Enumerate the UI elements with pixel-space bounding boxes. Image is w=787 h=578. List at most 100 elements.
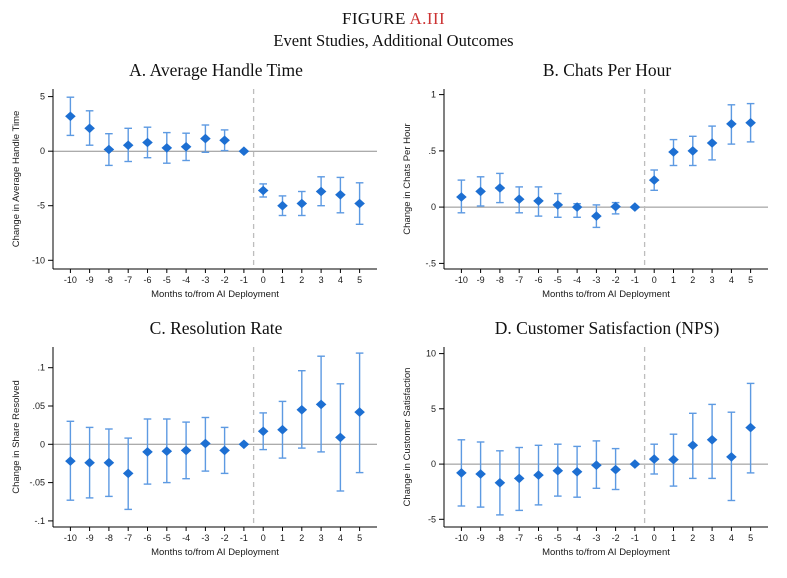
x-axis-title: Months to/from AI Deployment bbox=[542, 547, 670, 558]
panels-grid: A. Average Handle Time 5 0 -5 -10 -10 -9 -8 -7-… bbox=[3, 53, 785, 569]
x-tick-label: 4 bbox=[729, 275, 734, 285]
estimate-diamond bbox=[745, 118, 756, 128]
x-tick-label: 3 bbox=[710, 275, 715, 285]
estimate-diamond bbox=[494, 478, 506, 488]
estimate-diamond bbox=[180, 142, 192, 152]
x-tick-label: -8 bbox=[496, 533, 504, 543]
x-tick-label: -9 bbox=[86, 533, 94, 543]
x-tick-label: -6 bbox=[534, 533, 542, 543]
estimate-diamond bbox=[122, 140, 134, 150]
x-tick-label: -1 bbox=[631, 533, 639, 543]
estimate-diamond bbox=[591, 460, 602, 470]
x-tick-label: -2 bbox=[221, 533, 229, 543]
estimate-diamond bbox=[629, 202, 641, 212]
x-tick-label: -10 bbox=[455, 533, 468, 543]
panel-c-chart: .1.050-.05-.1-10 -9 -8 -7 -6 -5 -4 -3 -2 -1 0 1 2 3 4 5… bbox=[11, 347, 377, 558]
x-tick-label: -7 bbox=[515, 275, 523, 285]
estimate-diamond bbox=[629, 459, 641, 469]
estimate-diamond bbox=[238, 146, 250, 156]
x-tick-label: -9 bbox=[477, 533, 485, 543]
estimate-diamond bbox=[571, 202, 583, 212]
estimate-diamond bbox=[103, 144, 115, 155]
estimate-diamond bbox=[219, 445, 230, 456]
x-tick-label: -2 bbox=[612, 275, 620, 285]
x-tick-label: 3 bbox=[710, 533, 715, 543]
estimate-diamond bbox=[475, 469, 486, 479]
panel-d: D. Customer Satisfaction (NPS) 10 5 0 -5 -10… bbox=[394, 311, 785, 569]
panel-b-chart: 1.50-.5-10 -9 -8 -7 -6 -5 -4 -3 -2 -1 0 1 2 3 4 5Months… bbox=[402, 89, 768, 300]
estimate-diamond bbox=[706, 138, 718, 148]
x-tick-label: -5 bbox=[554, 533, 562, 543]
x-tick-label: -4 bbox=[182, 275, 190, 285]
estimate-diamond bbox=[296, 198, 308, 209]
panel-a: A. Average Handle Time 5 0 -5 -10 -10 -9 -8 -7-… bbox=[3, 53, 394, 311]
estimate-diamond bbox=[456, 192, 467, 202]
y-tick-label: 0 bbox=[431, 202, 436, 212]
x-tick-label: -3 bbox=[592, 275, 600, 285]
x-tick-label: -1 bbox=[240, 275, 248, 285]
x-tick-label: 0 bbox=[652, 275, 657, 285]
estimate-diamond bbox=[648, 454, 660, 464]
estimate-diamond bbox=[180, 445, 192, 456]
x-axis-title: Months to/from AI Deployment bbox=[151, 289, 279, 300]
x-axis-title: Months to/from AI Deployment bbox=[542, 289, 670, 300]
estimate-diamond bbox=[277, 200, 288, 211]
x-tick-label: 3 bbox=[319, 533, 324, 543]
estimate-diamond bbox=[591, 211, 602, 221]
estimate-diamond bbox=[475, 186, 486, 197]
estimate-diamond bbox=[335, 190, 346, 200]
x-tick-label: 0 bbox=[652, 533, 657, 543]
estimate-diamond bbox=[103, 457, 115, 468]
x-tick-label: 4 bbox=[338, 533, 343, 543]
estimate-diamond bbox=[706, 435, 718, 445]
figure-title-prefix: FIGURE bbox=[341, 9, 410, 28]
estimate-diamond bbox=[142, 447, 153, 457]
x-tick-label: -7 bbox=[515, 533, 523, 543]
x-tick-label: 4 bbox=[338, 275, 343, 285]
y-tick-label: 5 bbox=[431, 404, 436, 414]
y-tick-label: 1 bbox=[431, 90, 436, 100]
x-tick-label: -3 bbox=[592, 533, 600, 543]
x-tick-label: 0 bbox=[261, 533, 266, 543]
y-axis-title: Change in Customer Satisfaction bbox=[402, 368, 413, 507]
x-tick-label: 5 bbox=[748, 533, 753, 543]
estimate-diamond bbox=[745, 422, 756, 433]
figure-subtitle: Event Studies, Additional Outcomes bbox=[273, 31, 514, 50]
estimate-diamond bbox=[257, 185, 269, 196]
panel-c: C. Resolution Rate .1.05 0 -.05 -.1 -10 -9 -8-… bbox=[3, 311, 394, 569]
y-tick-label: -5 bbox=[37, 201, 45, 211]
estimate-diamond bbox=[122, 468, 134, 479]
x-tick-label: 4 bbox=[729, 533, 734, 543]
y-tick-label: 0 bbox=[431, 459, 436, 469]
y-axis-title: Change in Chats Per Hour bbox=[402, 123, 413, 234]
estimate-diamond bbox=[65, 456, 76, 466]
estimate-diamond bbox=[84, 123, 95, 134]
x-tick-label: -8 bbox=[105, 533, 113, 543]
estimate-diamond bbox=[533, 196, 544, 206]
estimate-diamond bbox=[200, 438, 211, 449]
y-axis-title: Change in Average Handle Time bbox=[11, 111, 22, 248]
x-tick-label: 5 bbox=[748, 275, 753, 285]
estimate-diamond bbox=[315, 399, 327, 410]
estimate-diamond bbox=[533, 470, 544, 480]
x-tick-label: 2 bbox=[299, 533, 304, 543]
estimate-diamond bbox=[142, 137, 153, 148]
x-tick-label: -8 bbox=[105, 275, 113, 285]
x-tick-label: -1 bbox=[631, 275, 639, 285]
estimate-diamond bbox=[610, 464, 621, 475]
x-tick-label: 2 bbox=[690, 275, 695, 285]
x-tick-label: -10 bbox=[64, 275, 77, 285]
panel-a-title: A. Average Handle Time bbox=[129, 60, 303, 80]
estimate-diamond bbox=[726, 452, 737, 462]
estimate-diamond bbox=[161, 446, 173, 456]
x-tick-label: 1 bbox=[671, 533, 676, 543]
y-tick-label: -.5 bbox=[425, 258, 436, 268]
y-tick-label: .1 bbox=[37, 363, 45, 373]
y-tick-label: .05 bbox=[32, 401, 45, 411]
panel-d-title: D. Customer Satisfaction (NPS) bbox=[494, 318, 720, 338]
x-tick-label: -4 bbox=[182, 533, 190, 543]
estimate-diamond bbox=[648, 175, 660, 185]
y-tick-label: 0 bbox=[40, 439, 45, 449]
y-axis-title: Change in Share Resolved bbox=[11, 380, 22, 494]
